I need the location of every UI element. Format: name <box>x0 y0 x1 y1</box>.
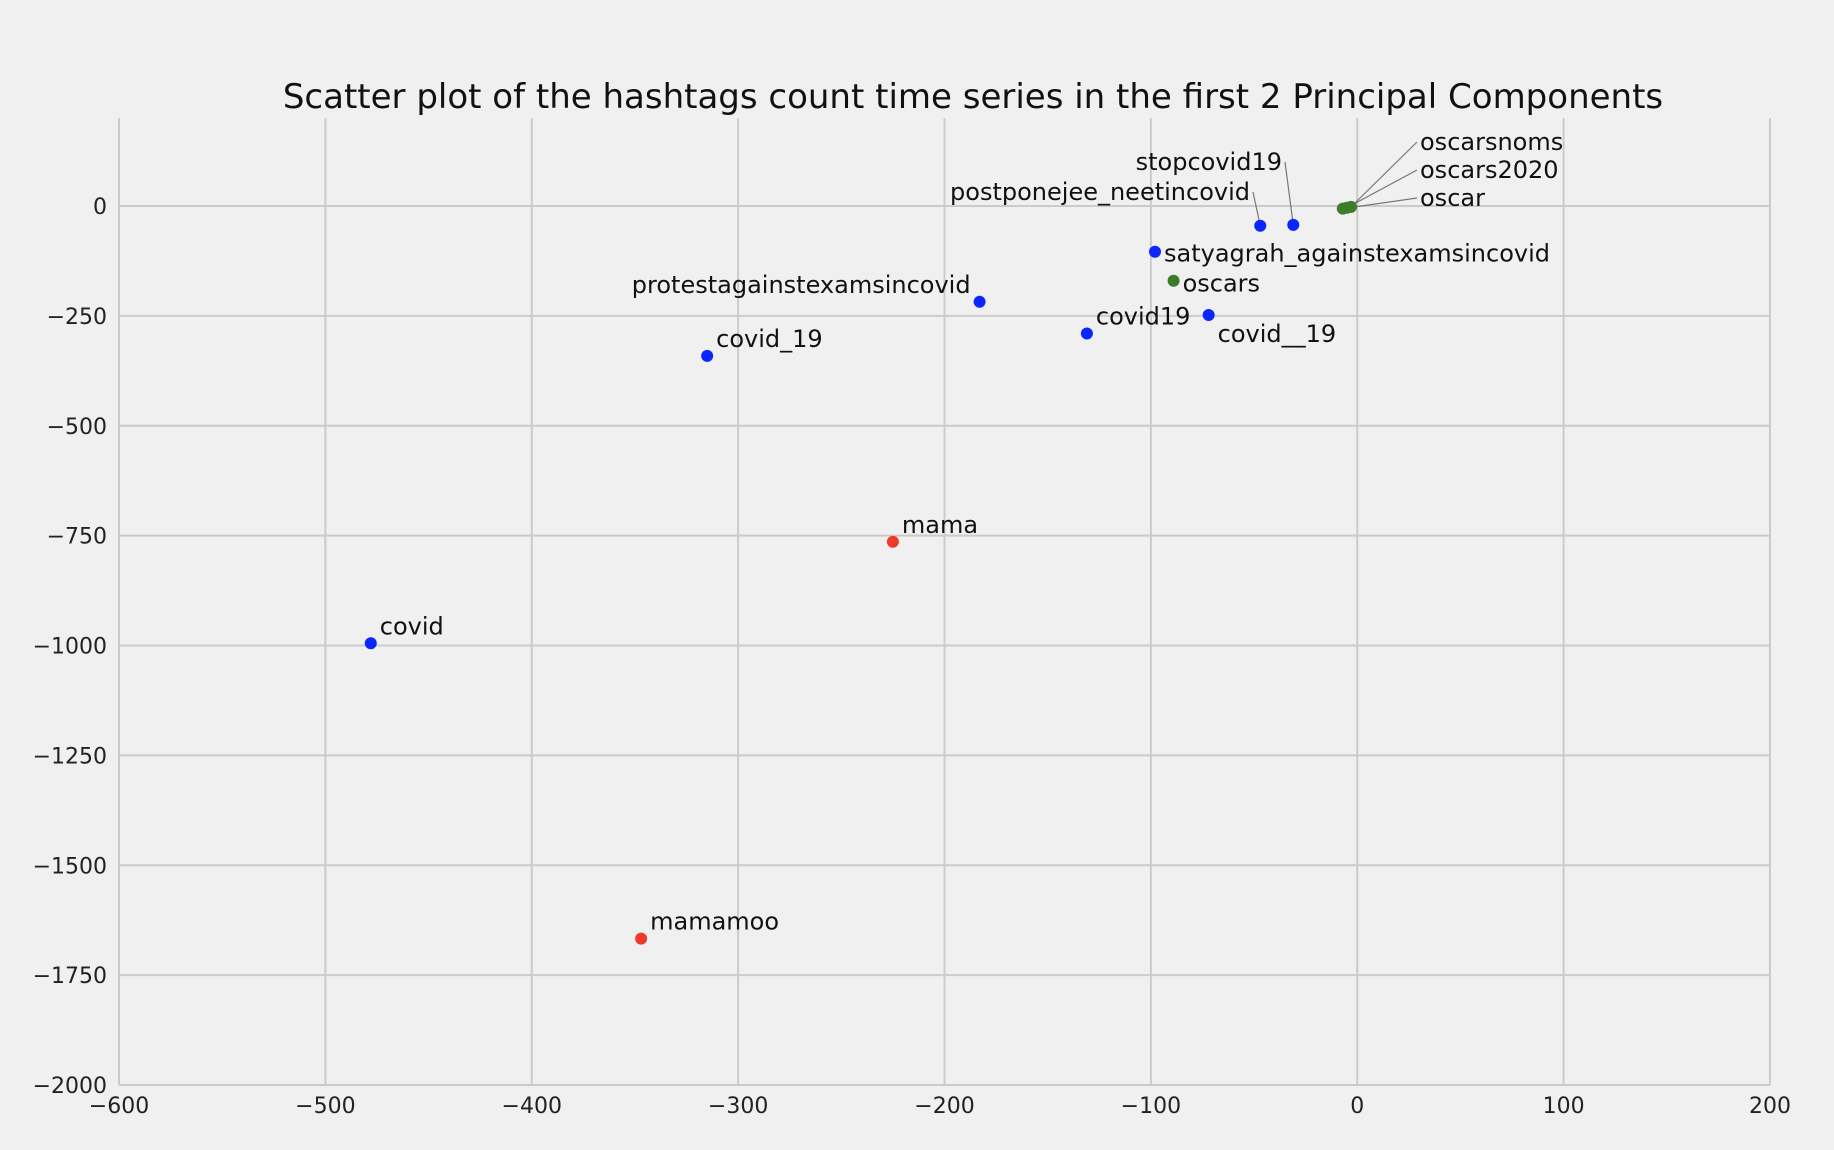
point-label: covid__19 <box>1218 320 1337 348</box>
scatter-point <box>364 637 377 650</box>
scatter-point <box>1202 308 1215 321</box>
x-tick-label: 200 <box>1749 1094 1791 1119</box>
y-tick-label: −1750 <box>33 964 107 989</box>
x-tick-label: −500 <box>295 1094 355 1119</box>
point-label: oscars2020 <box>1420 156 1559 184</box>
scatter-point <box>1080 327 1093 340</box>
grid <box>118 118 1771 1086</box>
point-label: protestagainstexamsincovid <box>632 271 971 299</box>
x-tick-label: −300 <box>708 1094 768 1119</box>
scatter-point-group: satyagrah_againstexamsincovid <box>1149 240 1550 268</box>
scatter-point-group: oscars2020 <box>1340 156 1559 214</box>
scatter-point <box>1287 218 1300 231</box>
scatter-point-group: stopcovid19 <box>1136 148 1300 231</box>
point-label: oscarsnoms <box>1420 128 1563 156</box>
point-label: postponejee_neetincovid <box>950 178 1250 206</box>
scatter-point <box>886 535 899 548</box>
scatter-point <box>973 295 986 308</box>
scatter-point-group: covid_19 <box>701 325 823 362</box>
scatter-point-group: oscar <box>1336 184 1485 215</box>
y-tick-label: −1250 <box>33 744 107 769</box>
x-tick-label: −100 <box>1121 1094 1181 1119</box>
scatter-point-group: mama <box>886 511 978 548</box>
point-label: mamamoo <box>650 908 779 936</box>
label-leader-line <box>1346 169 1418 209</box>
x-tick-label: 100 <box>1543 1094 1585 1119</box>
scatter-point <box>1149 245 1162 258</box>
scatter-point <box>1345 200 1358 213</box>
x-tick-label: −400 <box>502 1094 562 1119</box>
scatter-point-group: oscars <box>1167 270 1260 298</box>
point-label: covid <box>380 612 444 640</box>
scatter-point <box>701 349 714 362</box>
label-leader-line <box>1350 141 1418 208</box>
scatter-point <box>635 932 648 945</box>
label-leader-line <box>1284 161 1294 225</box>
scatter-point-group: covid <box>364 612 444 650</box>
y-tick-label: −1000 <box>33 635 107 660</box>
scatter-point <box>1254 219 1267 232</box>
y-tick-label: −750 <box>47 525 107 550</box>
point-label: oscars <box>1183 270 1260 298</box>
scatter-point-group: protestagainstexamsincovid <box>632 271 986 308</box>
point-label: stopcovid19 <box>1136 148 1282 176</box>
scatter-point <box>1167 274 1180 287</box>
chart-title: Scatter plot of the hashtags count time … <box>283 77 1663 117</box>
point-label: mama <box>902 511 978 539</box>
scatter-point-group: mamamoo <box>635 908 779 945</box>
scatter-point-group: postponejee_neetincovid <box>950 178 1267 232</box>
y-tick-label: −1500 <box>33 854 107 879</box>
scatter-point-group: oscarsnoms <box>1345 128 1563 213</box>
point-label: covid_19 <box>716 325 823 353</box>
scatter-point-group: covid__19 <box>1202 308 1337 348</box>
point-label: covid​19 <box>1096 302 1191 330</box>
x-tick-label: −600 <box>89 1094 149 1119</box>
x-tick-label: −200 <box>914 1094 974 1119</box>
point-label: oscar <box>1420 184 1485 212</box>
x-tick-label: 0 <box>1350 1094 1364 1119</box>
axis-ticks: −600 −500 −400 −300 −200 −100 0 100 2000−250−500… <box>33 195 1791 1119</box>
y-tick-label: −500 <box>47 415 107 440</box>
point-label: satyagrah_againstexamsincovid <box>1164 240 1550 268</box>
y-tick-label: 0 <box>93 195 107 220</box>
y-tick-label: −2000 <box>33 1074 107 1099</box>
data-points: covid mamamoo mama covid_19 protestagainstex… <box>364 128 1563 945</box>
y-tick-label: −250 <box>47 305 107 330</box>
scatter-point-group: covid​19 <box>1080 302 1191 340</box>
